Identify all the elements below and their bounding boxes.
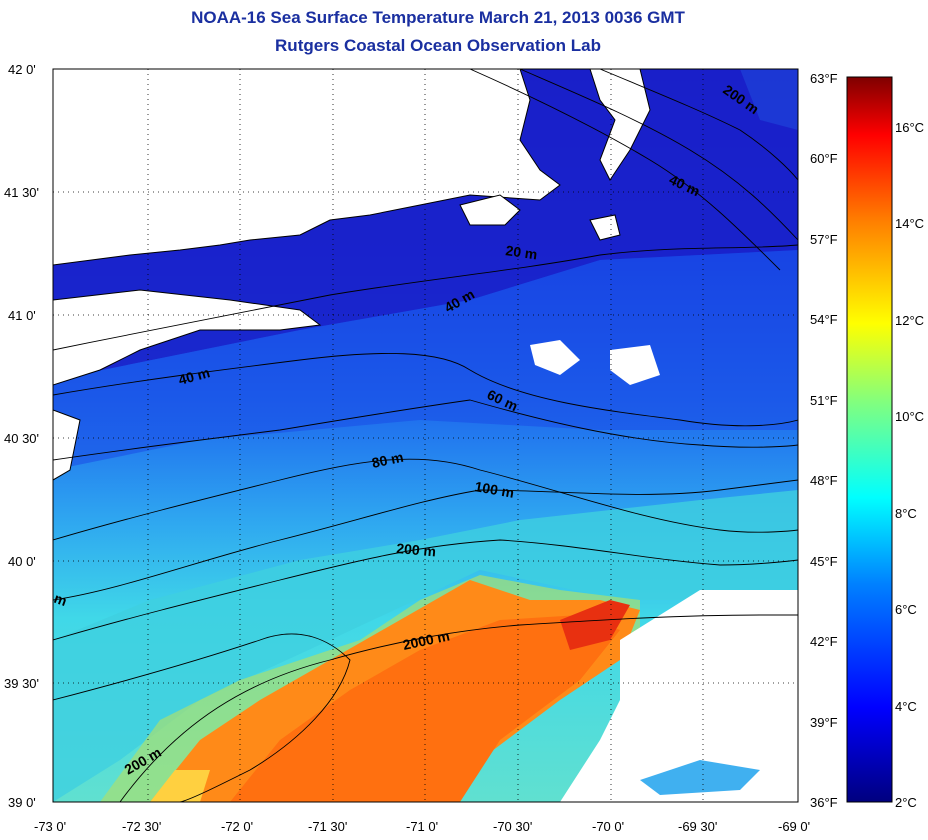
lat-label: 39 30' xyxy=(4,676,39,691)
map-frame xyxy=(52,68,799,803)
lat-axis: 42 0' 41 30' 41 0' 40 30' 40 0' 39 30' 3… xyxy=(4,62,39,810)
contour-label: 80 m xyxy=(370,449,405,471)
lon-label: -69 30' xyxy=(678,819,717,834)
sst-field xyxy=(53,69,798,802)
fahrenheit-label: 42°F xyxy=(810,634,838,649)
celsius-label: 2°C xyxy=(895,795,917,810)
map-subtitle: Rutgers Coastal Ocean Observation Lab xyxy=(275,36,601,55)
lon-label: -72 30' xyxy=(122,819,161,834)
lat-label: 39 0' xyxy=(8,795,36,810)
contour-label: m xyxy=(52,590,69,609)
celsius-label: 10°C xyxy=(895,409,924,424)
lon-label: -72 0' xyxy=(221,819,253,834)
lon-label: -71 0' xyxy=(406,819,438,834)
bathymetry-contours xyxy=(53,69,798,802)
lat-label: 42 0' xyxy=(8,62,36,77)
land-long-island xyxy=(53,289,322,386)
map-title: NOAA-16 Sea Surface Temperature March 21… xyxy=(191,8,685,27)
contour-label: 100 m xyxy=(473,478,515,501)
lon-label: -71 30' xyxy=(308,819,347,834)
celsius-label: 4°C xyxy=(895,699,917,714)
fahrenheit-label: 51°F xyxy=(810,393,838,408)
celsius-label: 6°C xyxy=(895,602,917,617)
celsius-axis: 16°C 14°C 12°C 10°C 8°C 6°C 4°C 2°C xyxy=(895,120,924,810)
fahrenheit-label: 60°F xyxy=(810,151,838,166)
celsius-label: 8°C xyxy=(895,506,917,521)
colorbar xyxy=(846,76,893,803)
fahrenheit-label: 36°F xyxy=(810,795,838,810)
lon-label: -70 30' xyxy=(493,819,532,834)
lat-label: 41 30' xyxy=(4,185,39,200)
fahrenheit-label: 39°F xyxy=(810,715,838,730)
land-marthas-vineyard xyxy=(459,194,521,226)
celsius-label: 12°C xyxy=(895,313,924,328)
lon-label: -70 0' xyxy=(592,819,624,834)
fahrenheit-label: 45°F xyxy=(810,554,838,569)
lon-axis: -73 0' -72 30' -72 0' -71 30' -71 0' -70… xyxy=(34,819,810,834)
land-nj-coast xyxy=(53,409,81,481)
fahrenheit-axis: 63°F 60°F 57°F 54°F 51°F 48°F 45°F 42°F … xyxy=(810,71,838,810)
lat-label: 40 0' xyxy=(8,554,36,569)
fahrenheit-label: 48°F xyxy=(810,473,838,488)
celsius-label: 16°C xyxy=(895,120,924,135)
contour-label: 200 m xyxy=(396,540,437,559)
lat-label: 41 0' xyxy=(8,308,36,323)
contour-label: 20 m xyxy=(505,242,539,262)
celsius-label: 14°C xyxy=(895,216,924,231)
fahrenheit-label: 57°F xyxy=(810,232,838,247)
land-new-england xyxy=(53,69,561,266)
fahrenheit-label: 63°F xyxy=(810,71,838,86)
lon-label: -69 0' xyxy=(778,819,810,834)
graticule xyxy=(53,69,798,802)
lon-label: -73 0' xyxy=(34,819,66,834)
contour-label: 40 m xyxy=(177,364,212,388)
land-nantucket xyxy=(589,214,621,241)
lat-label: 40 30' xyxy=(4,431,39,446)
fahrenheit-label: 54°F xyxy=(810,312,838,327)
